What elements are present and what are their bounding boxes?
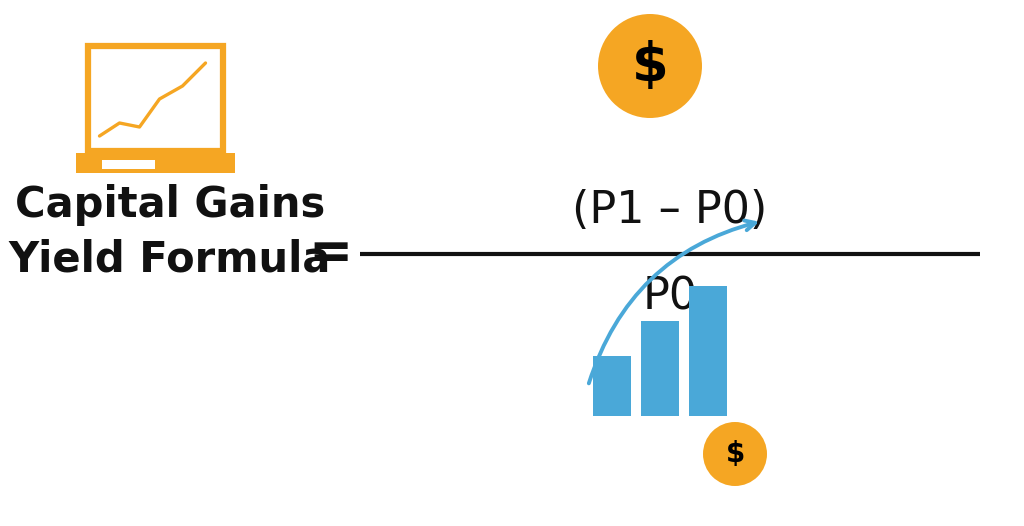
- Text: $: $: [632, 40, 669, 92]
- Text: (P1 – P0): (P1 – P0): [572, 189, 768, 232]
- Circle shape: [598, 14, 702, 118]
- Bar: [76, 153, 234, 173]
- Bar: [87, 46, 222, 151]
- FancyArrowPatch shape: [589, 220, 755, 383]
- Text: P0: P0: [642, 276, 697, 319]
- Text: $: $: [725, 440, 744, 468]
- Bar: [593, 356, 631, 416]
- Text: =: =: [308, 228, 352, 280]
- Circle shape: [703, 422, 767, 486]
- Text: Yield Formula: Yield Formula: [9, 239, 331, 281]
- Text: Capital Gains: Capital Gains: [15, 184, 326, 226]
- Bar: [689, 286, 727, 416]
- Bar: [641, 321, 679, 416]
- Bar: [102, 160, 155, 169]
